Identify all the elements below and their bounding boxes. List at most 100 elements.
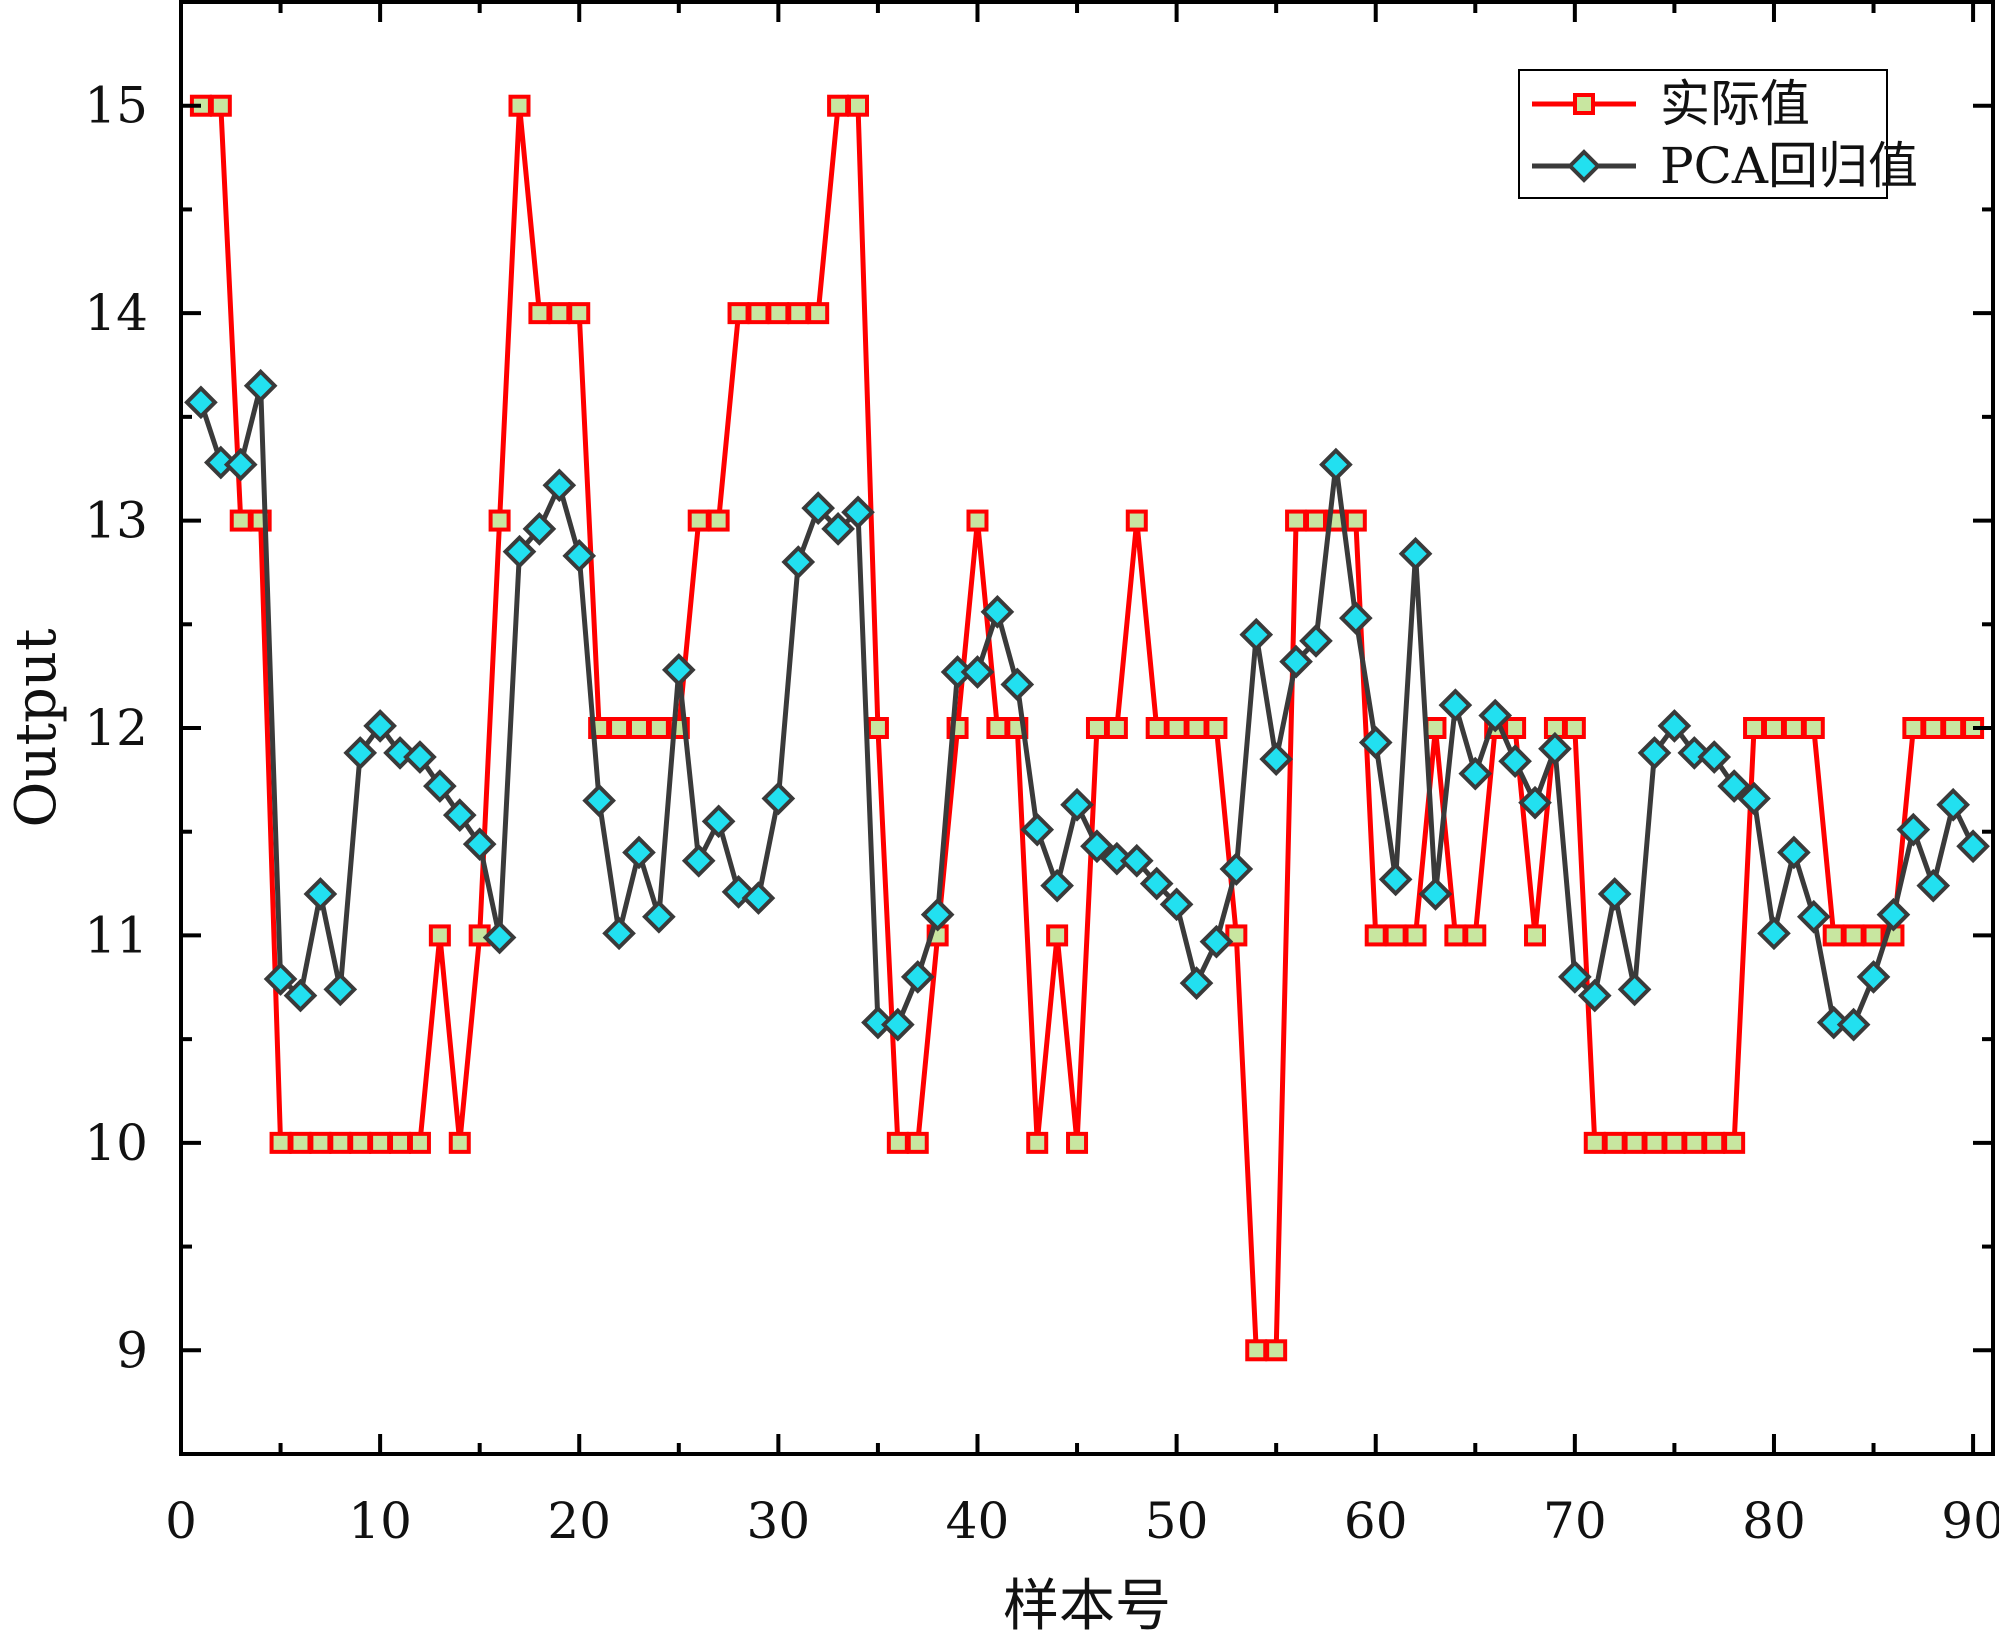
diamond-marker <box>1219 852 1254 886</box>
diamond-marker <box>1757 916 1791 951</box>
diamond-marker <box>1936 787 1971 822</box>
square-marker <box>1344 509 1367 532</box>
diamond-marker <box>741 881 776 915</box>
y-tick-label: 15 <box>84 77 148 135</box>
square-marker <box>1922 717 1945 739</box>
x-tick-label: 90 <box>1941 1492 1999 1550</box>
legend-label: PCA回归值 <box>1660 137 1918 195</box>
diamond-marker <box>1737 781 1771 816</box>
square-marker <box>1583 1131 1606 1154</box>
diamond-marker <box>1597 877 1632 911</box>
square-marker <box>448 1131 471 1154</box>
square-marker <box>986 717 1009 739</box>
diamond-marker <box>1478 698 1513 733</box>
legend-marker <box>1573 93 1595 115</box>
diamond-marker <box>841 495 875 530</box>
square-marker <box>647 717 670 739</box>
x-tick-label: 50 <box>1145 1492 1209 1550</box>
diamond-marker <box>1717 769 1751 803</box>
legend-marker <box>1567 149 1601 183</box>
diamond-marker <box>1338 601 1373 635</box>
diamond-marker <box>1538 731 1572 766</box>
diamond-marker <box>781 545 816 579</box>
square-marker <box>627 717 650 739</box>
diamond-marker <box>1558 960 1592 994</box>
square-marker <box>1822 924 1845 947</box>
square-marker <box>1105 717 1128 739</box>
square-marker <box>349 1131 372 1154</box>
x-tick-label: 10 <box>348 1492 412 1550</box>
diamond-marker <box>622 835 656 870</box>
square-marker <box>1185 717 1208 739</box>
square-marker <box>866 717 889 739</box>
x-tick-label: 70 <box>1543 1492 1607 1550</box>
diamond-marker <box>1916 868 1951 903</box>
ticks-layer: 0 10 20 30 40 50 60 70 80 90 9 10 11 12 13 14 15 <box>84 0 1999 1550</box>
diamond-marker <box>1418 877 1453 911</box>
diamond-marker <box>223 447 258 482</box>
diamond-marker <box>403 740 437 774</box>
y-tick-label: 10 <box>84 1114 148 1172</box>
square-marker <box>1424 717 1447 739</box>
diamond-marker <box>1876 897 1911 932</box>
diamond-marker <box>1159 887 1194 922</box>
square-marker <box>687 509 710 532</box>
y-axis-title: Output <box>4 628 69 827</box>
legend-entry: PCA回归值 <box>1532 137 1918 195</box>
diamond-marker <box>263 962 298 996</box>
x-tick-label: 80 <box>1742 1492 1806 1550</box>
square-marker <box>548 302 571 325</box>
square-marker <box>1285 509 1308 532</box>
square-marker <box>707 509 730 532</box>
diamond-marker <box>1000 667 1035 702</box>
diamond-marker <box>423 769 457 803</box>
diamond-marker <box>203 445 238 480</box>
square-marker <box>389 1131 412 1154</box>
x-tick-label: 0 <box>165 1492 197 1550</box>
diamond-marker <box>821 512 855 546</box>
diamond-marker <box>1896 812 1931 847</box>
diamond-marker <box>900 960 935 994</box>
square-marker <box>1205 717 1228 739</box>
square-marker <box>568 302 591 325</box>
square-marker <box>309 1131 332 1154</box>
square-marker <box>1663 1131 1686 1154</box>
x-tick-label: 30 <box>747 1492 811 1550</box>
square-marker <box>886 1131 909 1154</box>
diamond-marker <box>1378 862 1413 897</box>
diamond-marker <box>1319 447 1353 482</box>
square-marker <box>1683 1131 1706 1154</box>
diamond-marker <box>681 843 716 878</box>
diamond-marker <box>1279 644 1313 679</box>
square-marker <box>787 302 810 325</box>
square-marker <box>1842 924 1865 947</box>
diamond-marker <box>363 709 397 743</box>
square-marker <box>1504 717 1527 739</box>
diamond-marker <box>442 798 477 832</box>
diamond-marker <box>1657 709 1692 743</box>
diamond-marker <box>542 468 577 503</box>
square-marker <box>1603 1131 1626 1154</box>
diamond-marker <box>1139 866 1174 901</box>
square-marker <box>966 509 989 532</box>
square-marker <box>1623 1131 1646 1154</box>
square-marker <box>1464 924 1487 947</box>
diamond-marker <box>1119 843 1154 878</box>
diamond-marker <box>1438 688 1473 723</box>
diamond-marker <box>502 534 537 569</box>
square-marker <box>229 509 252 532</box>
square-marker <box>1743 717 1766 739</box>
diamond-marker <box>1358 725 1393 760</box>
diamond-marker <box>661 653 696 687</box>
square-marker <box>1245 1339 1268 1362</box>
diamond-marker <box>1796 899 1831 934</box>
y-tick-label: 9 <box>116 1321 148 1379</box>
square-marker <box>1165 717 1188 739</box>
square-marker <box>1524 924 1547 947</box>
diamond-marker <box>1060 787 1094 822</box>
diamond-marker <box>1259 742 1293 776</box>
diamond-marker <box>1617 972 1652 1007</box>
square-marker <box>1723 1131 1746 1154</box>
y-tick-label: 11 <box>84 906 148 964</box>
square-marker <box>1085 717 1108 739</box>
